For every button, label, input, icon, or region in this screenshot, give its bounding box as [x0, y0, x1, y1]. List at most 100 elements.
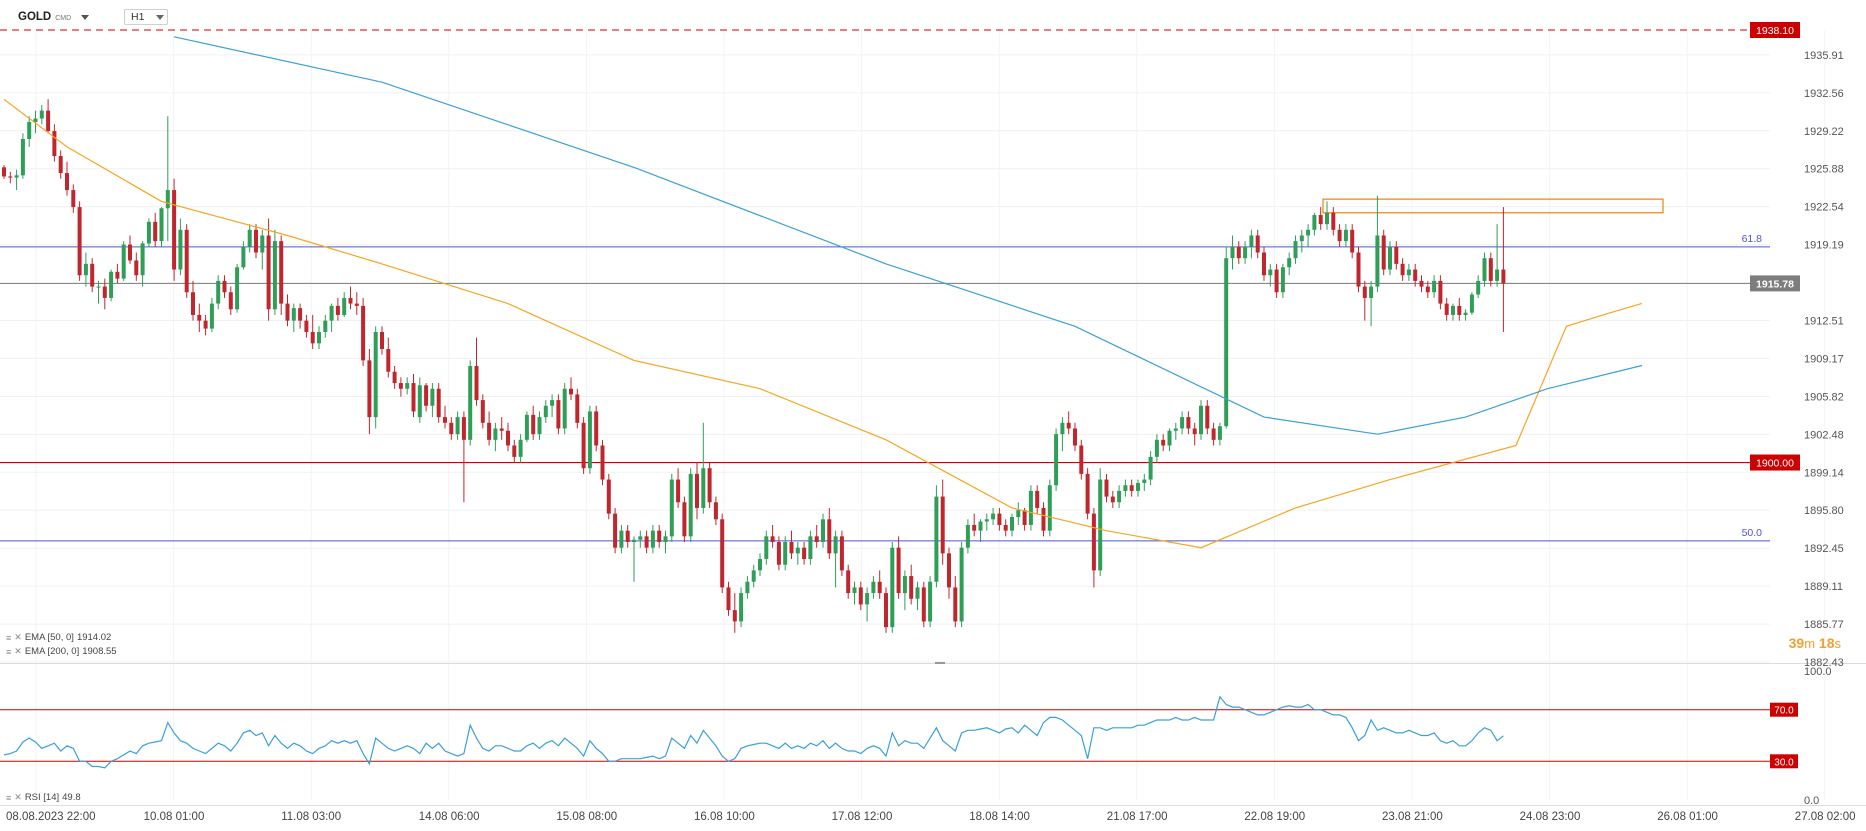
candle-body	[1217, 426, 1222, 440]
candle-body	[1406, 269, 1411, 276]
candle-body	[814, 536, 819, 543]
candle-body	[884, 593, 888, 628]
candle-body	[247, 229, 252, 247]
candle-body	[411, 383, 416, 412]
candle-body	[1173, 428, 1178, 431]
candle-body	[20, 138, 25, 176]
rsi-tick-label: 100.0	[1804, 666, 1832, 678]
candle-body	[1186, 417, 1191, 429]
candle-body	[317, 331, 321, 344]
candle-body	[871, 581, 876, 594]
candle-body	[449, 422, 454, 435]
price-tick-label: 1919.19	[1804, 240, 1844, 252]
candle-body	[1369, 286, 1374, 298]
candle-body	[342, 297, 347, 315]
candle-body	[361, 305, 366, 361]
candle-body	[846, 570, 851, 594]
price-tick-label: 1885.77	[1804, 619, 1844, 631]
level-tag-label: 1938.10	[1756, 25, 1794, 37]
rsi-legend[interactable]: ≡ ✕ RSI [14] 49.8	[6, 792, 81, 803]
candle-body	[272, 241, 277, 310]
candle-body	[1060, 422, 1065, 435]
level-tag-label: 1900.00	[1756, 458, 1794, 470]
candle-body	[109, 271, 114, 298]
candle-body	[959, 547, 964, 622]
candle-body	[115, 271, 120, 279]
candle-body	[1091, 513, 1096, 571]
level-tag	[1750, 22, 1800, 38]
time-tick-label: 17.08 12:00	[832, 811, 893, 823]
countdown-minutes: 39	[1788, 635, 1805, 651]
candle-body	[323, 320, 328, 332]
fib-label: 50.0	[1742, 527, 1763, 539]
close-icon[interactable]: ✕	[14, 792, 22, 802]
candle-body	[1318, 215, 1323, 225]
candle-body	[1293, 241, 1298, 259]
candle-body	[789, 542, 794, 554]
candle-body	[203, 320, 208, 329]
close-icon[interactable]: ✕	[14, 646, 22, 656]
candle-body	[285, 303, 290, 321]
candle-body	[1167, 430, 1172, 446]
candle-body	[1041, 507, 1046, 531]
candle-body	[1154, 439, 1159, 457]
settings-icon[interactable]: ≡	[6, 646, 12, 657]
candle-body	[638, 536, 643, 540]
candle-body	[758, 559, 762, 571]
candle-body	[392, 371, 397, 384]
candle-body	[600, 445, 605, 480]
candle-body	[1388, 246, 1392, 270]
close-icon[interactable]: ✕	[14, 632, 22, 642]
candle-body	[266, 235, 271, 310]
candle-body	[235, 267, 240, 310]
candle-body	[1161, 439, 1166, 446]
horizontal-levels: 1938.10 1900.00 61.8 50.0 1915.78	[0, 22, 1800, 542]
rsi-label: RSI [14]	[24, 792, 60, 803]
candle-body	[934, 496, 939, 582]
candle-body	[424, 385, 429, 406]
candle-body	[1274, 269, 1279, 293]
candle-body	[1343, 229, 1348, 242]
candle-body	[1432, 280, 1437, 293]
price-tick-label: 1922.54	[1804, 202, 1844, 214]
ema50-legend[interactable]: ≡ ✕ EMA [50, 0] 1914.02	[6, 632, 111, 643]
candle-body	[720, 519, 725, 588]
time-tick-label: 10.08 01:00	[144, 811, 205, 823]
candle-body	[71, 190, 76, 208]
candle-body	[764, 536, 769, 560]
time-tick-label: 11.08 03:00	[281, 811, 341, 823]
candle-body	[291, 308, 296, 321]
candle-body	[890, 547, 895, 628]
candle-body	[972, 524, 977, 531]
candle-body	[1325, 212, 1329, 225]
settings-icon[interactable]: ≡	[6, 792, 12, 803]
candle-body	[1312, 215, 1317, 230]
settings-icon[interactable]: ≡	[6, 632, 12, 643]
candle-body	[134, 260, 139, 276]
candle-body	[1003, 524, 1008, 531]
time-tick-label: 18.08 14:00	[969, 811, 1030, 823]
candle-body	[751, 570, 756, 582]
price-tick-label: 1925.88	[1804, 164, 1844, 176]
candle-body	[298, 308, 303, 321]
candle-body	[506, 430, 510, 446]
candle-body	[537, 417, 542, 435]
ema200-legend[interactable]: ≡ ✕ EMA [200, 0] 1908.55	[6, 646, 117, 657]
candle-body	[228, 292, 233, 310]
candle-body	[676, 479, 681, 503]
candle-body	[802, 547, 807, 560]
candle-body	[146, 221, 151, 244]
candle-body	[436, 388, 441, 418]
candle-body	[619, 530, 624, 548]
symbol-selector[interactable]: GOLD CMD	[18, 9, 90, 25]
candle-body	[165, 190, 170, 209]
ema50-value: 1914.02	[76, 632, 112, 643]
candle-body	[222, 280, 227, 293]
candle-body	[783, 542, 788, 565]
candle-body	[543, 405, 548, 418]
price-tick-label: 1932.56	[1804, 88, 1844, 100]
timeframe-select[interactable]: H1	[124, 9, 168, 25]
candle-body	[1362, 286, 1367, 298]
symbol-name: GOLD	[18, 11, 52, 23]
